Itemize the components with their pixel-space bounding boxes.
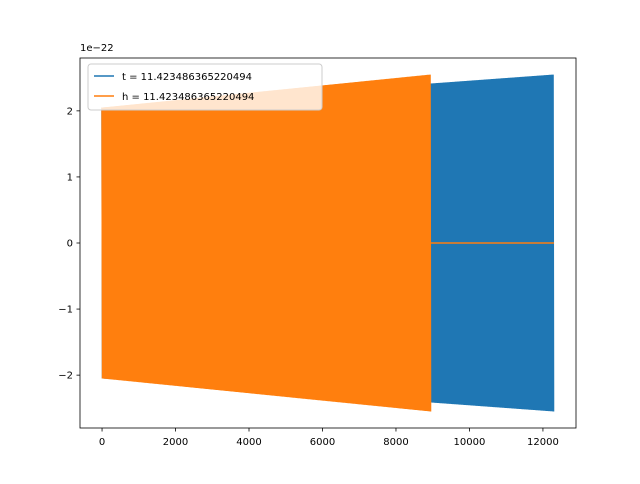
x-tick-label: 0 [99,437,105,448]
x-tick-label: 12000 [527,437,559,448]
legend-box [87,63,323,111]
x-tick-label: 10000 [454,437,486,448]
y-tick-label: 1 [67,172,73,183]
legend: t = 11.423486365220494 h = 11.42348636522… [87,63,323,111]
x-tick-label: 2000 [163,437,188,448]
x-tick-label: 4000 [236,437,261,448]
y-tick-label: 0 [67,239,73,250]
x-tick-label: 6000 [310,437,335,448]
legend-label-0: t = 11.423486365220494 [122,72,252,83]
y-tick-label: 2 [67,106,73,117]
series-line-1 [101,74,432,412]
legend-label-1: h = 11.423486365220494 [122,92,254,103]
y-offset-text: 1e−22 [80,43,114,54]
y-tick-label: −2 [58,371,73,382]
y-tick-label: −1 [58,305,73,316]
series-layer [101,74,555,412]
axes-layer: 0 2000 4000 6000 8000 10000 12000 −2 −1 0 1 2 [58,57,577,448]
x-tick-label: 8000 [383,437,408,448]
